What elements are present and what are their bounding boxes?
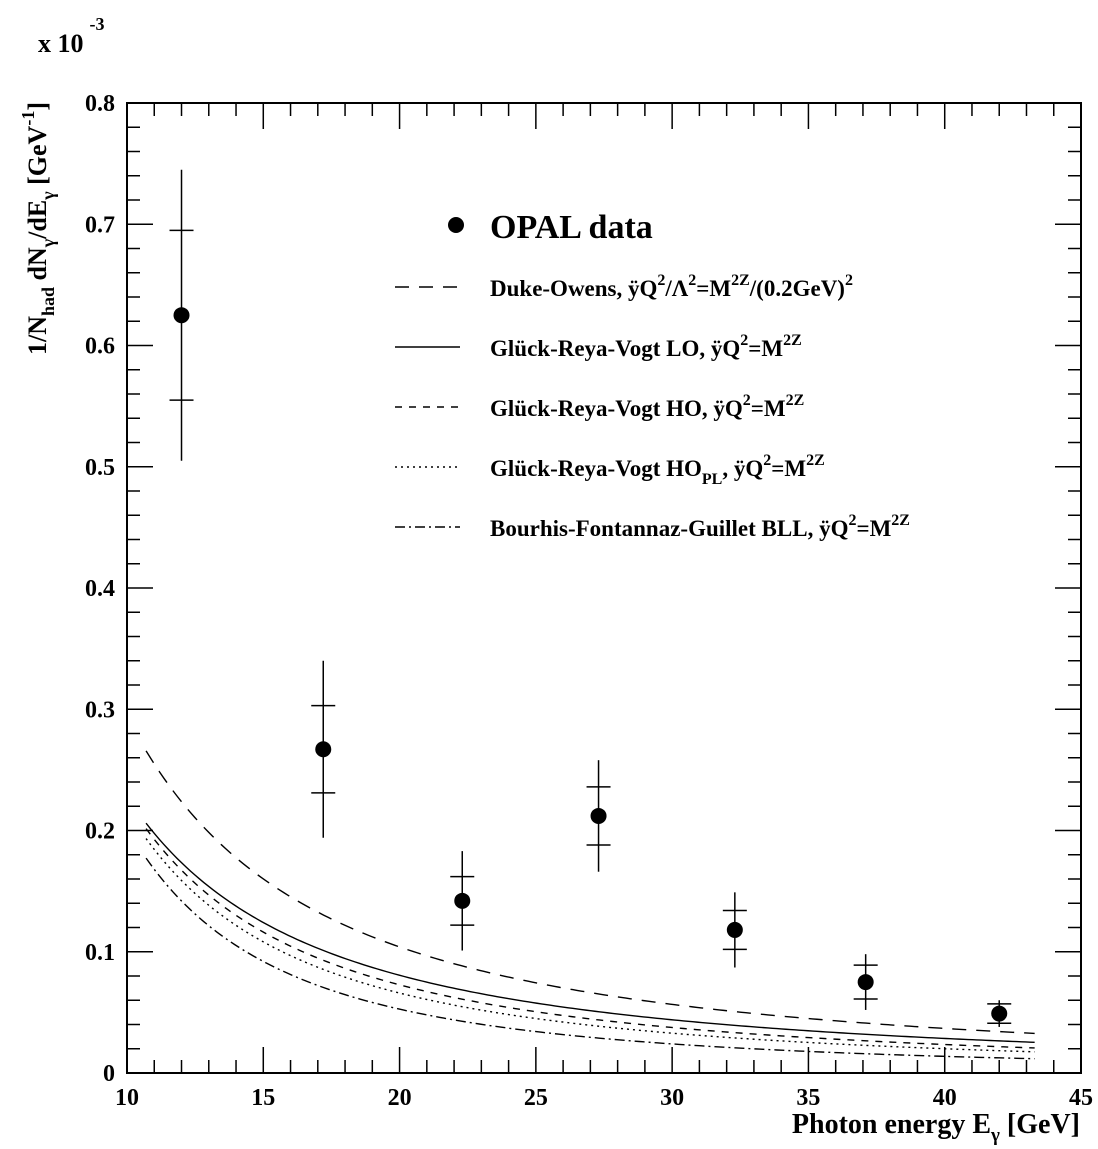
x-tick-label: 10 xyxy=(115,1085,139,1111)
data-point xyxy=(450,851,475,951)
y-tick-label: 0 xyxy=(103,1061,115,1087)
x-axis-title: Photon energy Eγ [GeV] xyxy=(792,1109,1080,1146)
data-marker xyxy=(726,921,743,938)
curve-gl-ck-reya-vogt-ho-pl xyxy=(145,838,1035,1053)
scale-factor: x 10-3 xyxy=(38,14,105,58)
data-point xyxy=(987,1000,1012,1027)
legend-label-grv-ho: Glück-Reya-Vogt HO, ÿQ2=M2Z xyxy=(490,392,804,421)
legend-label-duke-owens: Duke-Owens, ÿQ2/Λ2=M2Z/(0.2GeV)2 xyxy=(490,272,853,301)
y-axis-title: 1/Nhad dNγ/dEγ [GeV-1] xyxy=(18,102,58,355)
x-tick-label: 20 xyxy=(388,1085,412,1111)
x-tick-labels: 10 15 20 25 30 35 40 45 xyxy=(115,1085,1093,1111)
y-tick-label: 0.2 xyxy=(85,819,115,845)
x-tick-label: 30 xyxy=(660,1085,684,1111)
curve-gl-ck-reya-vogt-lo xyxy=(145,822,1035,1044)
axis-ticks xyxy=(126,102,1082,1074)
legend-title: OPAL data xyxy=(490,209,653,246)
data-marker xyxy=(991,1005,1008,1022)
curve-bourhis-fontannaz-guillet-bll xyxy=(145,857,1035,1060)
y-tick-label: 0.5 xyxy=(85,455,115,481)
x-tick-label: 35 xyxy=(796,1085,820,1111)
legend-label-grv-lo: Glück-Reya-Vogt LO, ÿQ2=M2Z xyxy=(490,332,802,361)
data-point xyxy=(586,760,611,872)
y-tick-labels: 0 0.1 0.2 0.3 0.4 0.5 0.6 0.7 0.8 xyxy=(85,91,115,1087)
curves xyxy=(145,750,1035,1060)
legend-label-grv-ho-pl: Glück-Reya-Vogt HOPL, ÿQ2=M2Z xyxy=(490,452,825,488)
data-marker xyxy=(173,307,190,324)
y-tick-label: 0.6 xyxy=(85,334,115,360)
data-marker xyxy=(590,807,607,824)
x-tick-label: 25 xyxy=(524,1085,548,1111)
legend-marker xyxy=(448,217,464,233)
legend-label-bfg-bll: Bourhis-Fontannaz-Guillet BLL, ÿQ2=M2Z xyxy=(490,512,910,541)
y-tick-label: 0.7 xyxy=(85,212,115,238)
curve-duke-owens xyxy=(145,750,1035,1035)
x-tick-label: 40 xyxy=(933,1085,957,1111)
data-point xyxy=(311,660,336,838)
x-tick-label: 45 xyxy=(1069,1085,1093,1111)
legend: OPAL data Duke-Owens, ÿQ2/Λ2=M2Z/(0.2GeV… xyxy=(395,209,910,541)
plot-frame xyxy=(126,102,1082,1074)
data-point xyxy=(722,892,747,968)
y-tick-label: 0.8 xyxy=(85,91,115,117)
data-points xyxy=(169,169,1012,1027)
y-tick-label: 0.4 xyxy=(85,576,115,602)
data-marker xyxy=(315,741,332,758)
x-tick-label: 15 xyxy=(251,1085,275,1111)
data-point xyxy=(169,169,194,461)
data-marker xyxy=(454,892,471,909)
curve-gl-ck-reya-vogt-ho xyxy=(145,828,1035,1049)
y-tick-label: 0.1 xyxy=(85,940,115,966)
data-marker xyxy=(857,974,874,991)
data-point xyxy=(853,954,878,1010)
y-tick-label: 0.3 xyxy=(85,697,115,723)
